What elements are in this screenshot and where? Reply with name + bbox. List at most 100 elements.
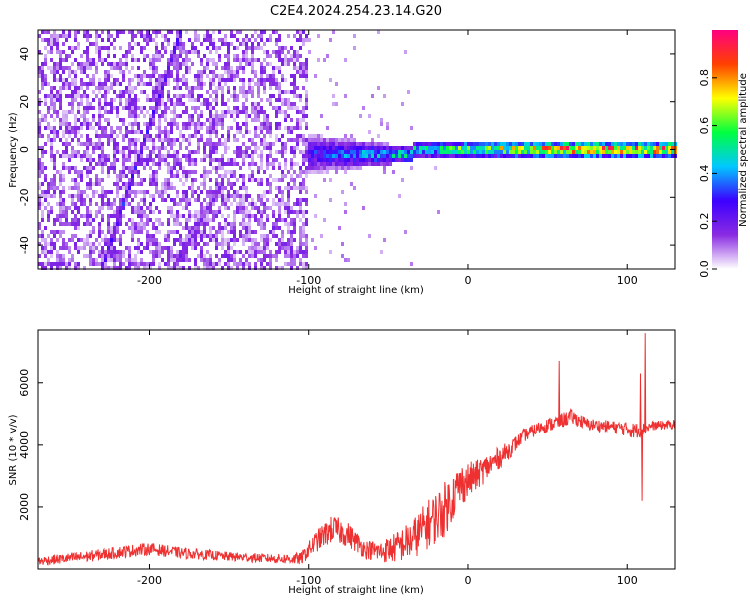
spectrogram-cell	[41, 262, 44, 266]
spectrogram-cell	[44, 54, 47, 58]
spectrogram-cell	[644, 142, 647, 146]
spectrogram-cell	[170, 254, 173, 258]
spectrogram-cell	[344, 210, 347, 214]
spectrogram-cell	[134, 118, 137, 122]
spectrogram-cell	[176, 222, 179, 226]
spectrogram-cell	[50, 254, 53, 258]
spectrogram-cell	[89, 166, 92, 170]
spectrogram-cell	[209, 238, 212, 242]
spectrogram-cell	[410, 126, 413, 130]
spectrogram-cell	[593, 142, 596, 146]
spectrogram-cell	[107, 138, 110, 142]
spectrogram-cell	[98, 46, 101, 50]
spectrogram-cell	[551, 154, 554, 158]
spectrogram-cell	[191, 134, 194, 138]
spectrogram-cell	[224, 222, 227, 226]
spectrogram-cell	[38, 170, 41, 174]
spectrogram-cell	[329, 78, 332, 82]
spectrogram-cell	[113, 226, 116, 230]
spectrogram-cell	[386, 150, 389, 154]
spectrogram-cell	[89, 258, 92, 262]
spectrogram-cell	[311, 146, 314, 150]
spectrogram-cell	[209, 198, 212, 202]
spectrogram-cell	[170, 70, 173, 74]
spectrogram-cell	[200, 110, 203, 114]
spectrogram-cell	[68, 238, 71, 242]
spectrogram-cell	[227, 254, 230, 258]
spectrogram-cell	[131, 126, 134, 130]
spectrogram-cell	[281, 178, 284, 182]
spectrogram-cell	[548, 150, 551, 154]
spectrogram-cell	[80, 170, 83, 174]
spectrogram-cell	[155, 102, 158, 106]
spectrogram-cell	[215, 110, 218, 114]
spectrogram-cell	[176, 34, 179, 38]
spectrogram-cell	[326, 138, 329, 142]
spectrogram-cell	[125, 202, 128, 206]
spectrogram-cell	[209, 206, 212, 210]
spectrogram-cell	[134, 42, 137, 46]
spectrogram-cell	[59, 58, 62, 62]
spectrogram-cell	[206, 46, 209, 50]
spectrogram-cell	[149, 178, 152, 182]
spectrogram-cell	[422, 146, 425, 150]
spectrogram-cell	[95, 246, 98, 250]
spectrogram-cell	[179, 166, 182, 170]
spectrogram-cell	[665, 142, 668, 146]
spectrogram-cell	[86, 206, 89, 210]
spectrogram-cell	[242, 174, 245, 178]
spectrogram-cell	[218, 242, 221, 246]
spectrogram-cell	[260, 250, 263, 254]
spectrogram-cell	[212, 90, 215, 94]
spectrogram-cell	[92, 226, 95, 230]
spectrogram-cell	[134, 142, 137, 146]
spectrogram-cell	[314, 134, 317, 138]
spectrogram-cell	[284, 186, 287, 190]
spectrogram-cell	[269, 206, 272, 210]
spectrogram-cell	[137, 82, 140, 86]
spectrogram-cell	[296, 70, 299, 74]
spectrogram-cell	[74, 78, 77, 82]
spectrogram-cell	[428, 146, 431, 150]
spectrogram-cell	[158, 126, 161, 130]
spectrogram-cell	[245, 90, 248, 94]
snr-frame	[37, 329, 676, 570]
spectrogram-cell	[80, 142, 83, 146]
spectrogram-cell	[131, 218, 134, 222]
spectrogram-cell	[287, 202, 290, 206]
spectrogram-cell	[80, 198, 83, 202]
spectrogram-cell	[146, 214, 149, 218]
spectrogram-cell	[134, 102, 137, 106]
spectrogram-cell	[260, 46, 263, 50]
spectrogram-cell	[161, 142, 164, 146]
spectrogram-cell	[119, 242, 122, 246]
spectrogram-cell	[59, 198, 62, 202]
spectrogram-cell	[254, 30, 257, 34]
spectrogram-cell	[101, 82, 104, 86]
spectrogram-cell	[248, 178, 251, 182]
spectrogram-cell	[119, 118, 122, 122]
spectrogram-cell	[290, 238, 293, 242]
spectrogram-cell	[173, 114, 176, 118]
spectrogram-cell	[281, 102, 284, 106]
spectrogram-cell	[293, 154, 296, 158]
spectrogram-cell	[38, 166, 41, 170]
spectrogram-cell	[326, 158, 329, 162]
spectrogram-cell	[254, 146, 257, 150]
spectrogram-cell	[350, 154, 353, 158]
spectrogram-cell	[86, 66, 89, 70]
spectrogram-cell	[233, 250, 236, 254]
spectrogram-cell	[161, 78, 164, 82]
spectrogram-cell	[173, 258, 176, 262]
spectrogram-cell	[227, 262, 230, 266]
spectrogram-cell	[161, 82, 164, 86]
spectrogram-cell	[74, 90, 77, 94]
spectrogram-cell	[59, 106, 62, 110]
spectrogram-cell	[281, 154, 284, 158]
spectrogram-cell	[152, 226, 155, 230]
spectrogram-cell	[203, 226, 206, 230]
spectrogram-cell	[101, 262, 104, 266]
spectrogram-cell	[65, 146, 68, 150]
spectrogram-cell	[140, 242, 143, 246]
spectrogram-cell	[629, 142, 632, 146]
